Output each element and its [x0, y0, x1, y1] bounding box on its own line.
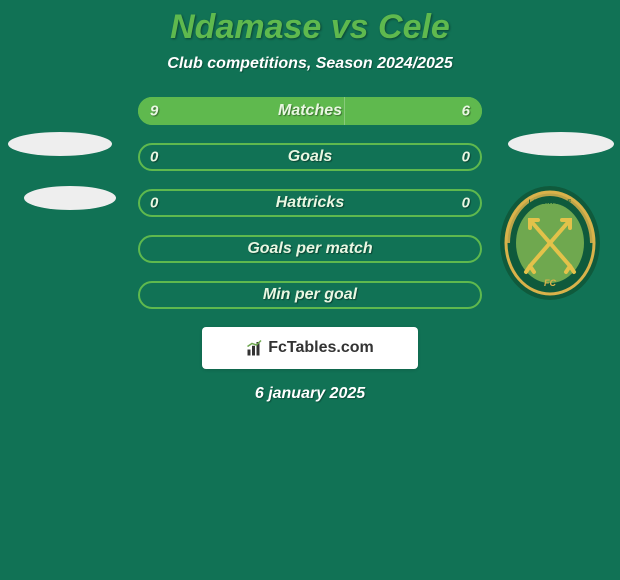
page-subtitle: Club competitions, Season 2024/2025 [0, 55, 620, 73]
side-ellipse [24, 186, 116, 210]
stat-right-value: 6 [462, 103, 470, 120]
stat-label: Goals per match [247, 240, 372, 258]
stat-label: Min per goal [263, 286, 357, 304]
svg-text:FC: FC [544, 278, 556, 288]
club-badge-icon: FC LAMONTVILLE [500, 186, 600, 300]
brand-logo-inner: FcTables.com [246, 339, 374, 357]
stat-right-value: 0 [462, 195, 470, 212]
side-ellipse [8, 132, 112, 156]
stat-row: Goals per match [138, 235, 482, 263]
stat-label: Hattricks [276, 194, 344, 212]
club-badge: FC LAMONTVILLE [500, 186, 600, 300]
stat-label: Matches [278, 102, 342, 120]
side-ellipse [508, 132, 614, 156]
stat-row: Min per goal [138, 281, 482, 309]
brand-logo: FcTables.com [202, 327, 418, 369]
stat-right-value: 0 [462, 149, 470, 166]
stat-row: Goals 0 0 [138, 143, 482, 171]
bar-chart-icon [246, 339, 264, 357]
date-label: 6 january 2025 [0, 385, 620, 403]
stat-row: Hattricks 0 0 [138, 189, 482, 217]
brand-logo-text: FcTables.com [268, 339, 374, 357]
svg-text:LAMONTVILLE: LAMONTVILLE [529, 200, 572, 206]
stat-left-value: 9 [150, 103, 158, 120]
stat-label: Goals [288, 148, 332, 166]
stat-left-value: 0 [150, 195, 158, 212]
stat-row: Matches 9 6 [138, 97, 482, 125]
page-title: Ndamase vs Cele [0, 8, 620, 47]
stat-left-value: 0 [150, 149, 158, 166]
